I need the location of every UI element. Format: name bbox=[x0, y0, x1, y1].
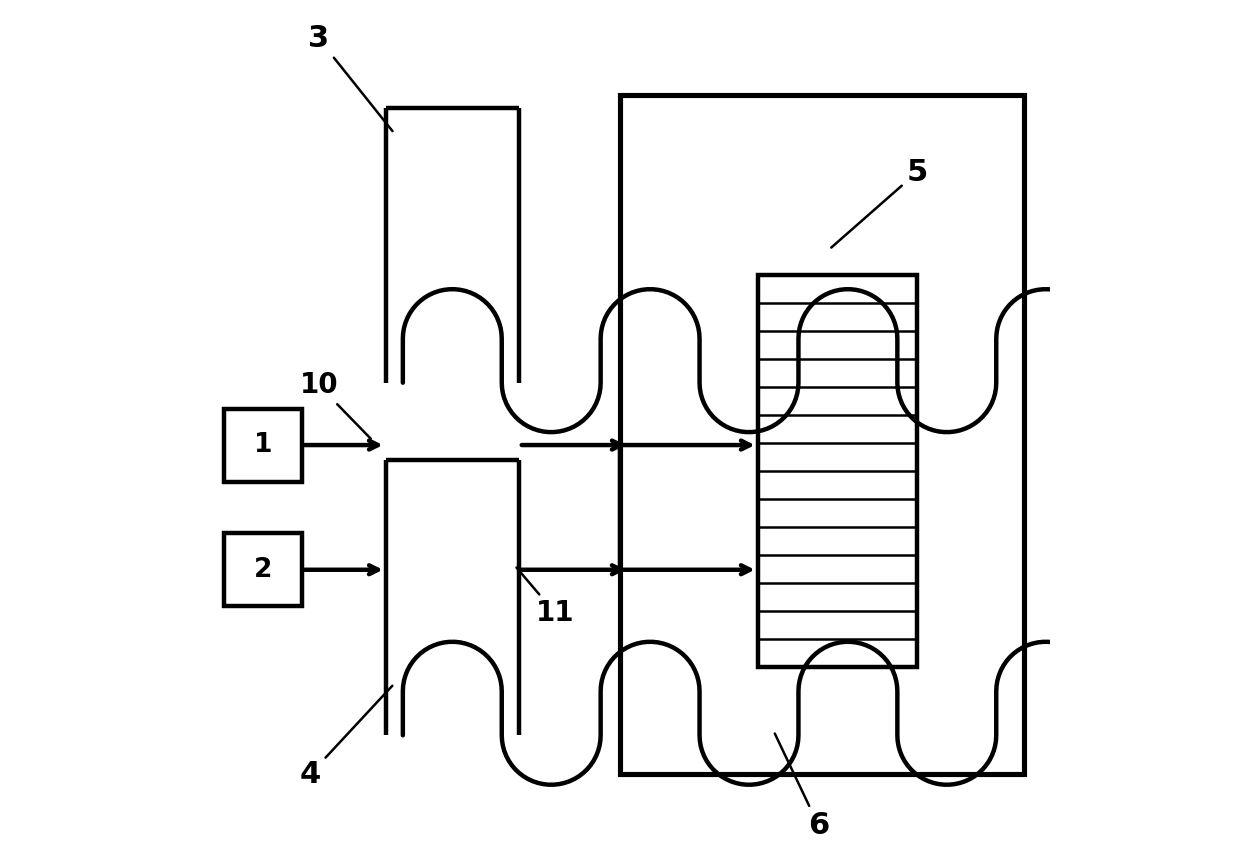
Text: 4: 4 bbox=[300, 685, 392, 789]
Text: 11: 11 bbox=[516, 568, 574, 627]
Bar bbox=[224, 408, 301, 482]
Text: 2: 2 bbox=[254, 556, 273, 583]
Text: 1: 1 bbox=[254, 432, 273, 458]
Bar bbox=[224, 533, 301, 606]
Text: 10: 10 bbox=[300, 372, 371, 439]
Bar bbox=[620, 95, 1024, 774]
Text: 3: 3 bbox=[309, 24, 393, 131]
Bar bbox=[758, 275, 916, 666]
Text: 5: 5 bbox=[831, 157, 928, 248]
Text: 6: 6 bbox=[775, 734, 830, 840]
